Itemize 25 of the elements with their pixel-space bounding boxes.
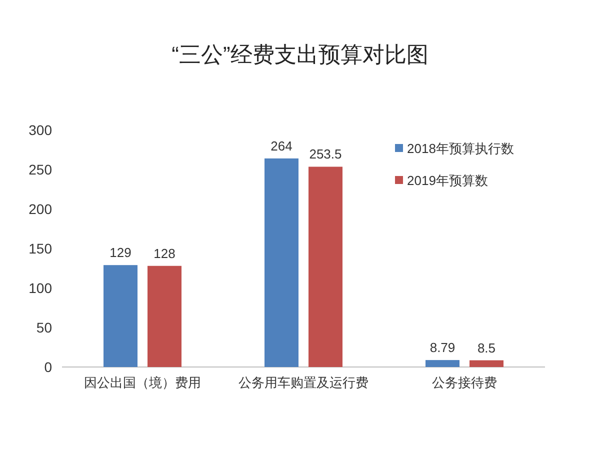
bar (264, 158, 298, 367)
y-tick-label: 150 (28, 240, 52, 256)
data-label: 129 (110, 245, 132, 260)
legend-label: 2019年预算数 (407, 173, 488, 188)
legend-label: 2018年预算执行数 (407, 141, 514, 156)
x-tick-label: 因公出国（境）费用 (84, 375, 201, 390)
chart-title: “三公”经费支出预算对比图 (172, 42, 428, 67)
y-tick-label: 50 (36, 320, 52, 336)
y-tick-label: 100 (28, 280, 52, 296)
bar (470, 360, 504, 367)
x-tick-label: 公务接待费 (432, 375, 497, 390)
data-label: 128 (154, 246, 176, 261)
bar (148, 266, 182, 367)
data-label: 8.5 (477, 340, 496, 356)
data-label: 8.79 (430, 340, 456, 356)
bar (104, 265, 138, 367)
y-tick-label: 200 (28, 201, 52, 217)
y-tick-label: 0 (44, 359, 52, 375)
y-tick-label: 300 (28, 122, 52, 138)
bar (308, 166, 342, 367)
data-label: 264 (270, 138, 292, 154)
y-tick-label: 250 (28, 162, 52, 178)
data-label: 253.5 (309, 146, 342, 162)
bar (426, 360, 460, 367)
x-tick-label: 公务用车购置及运行费 (238, 375, 368, 390)
